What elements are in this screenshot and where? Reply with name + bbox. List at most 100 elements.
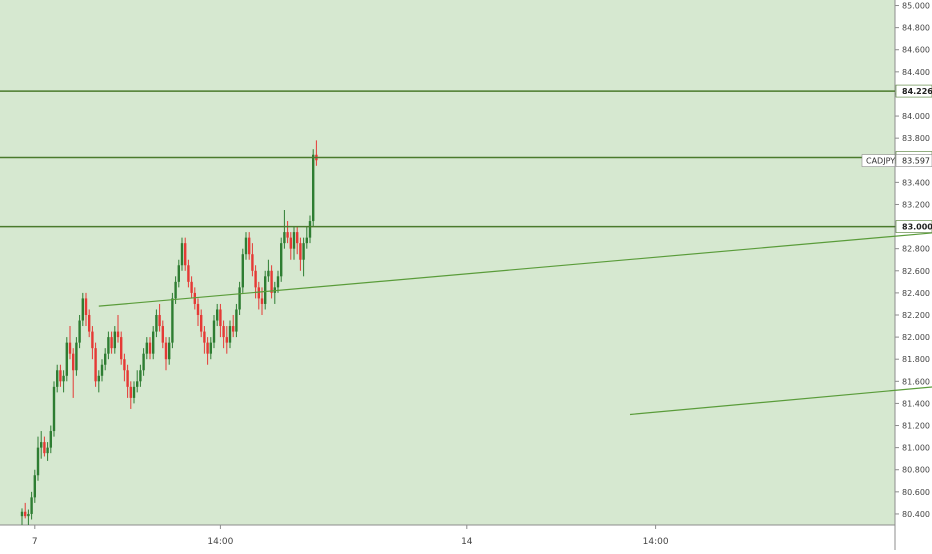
candle-body	[65, 342, 68, 376]
candle-body	[132, 386, 136, 398]
candle-body	[88, 315, 91, 332]
candle-body	[84, 298, 88, 315]
candle-body	[110, 337, 113, 349]
candle-body	[225, 337, 228, 343]
candle-body	[219, 309, 222, 327]
candle-body	[126, 370, 129, 387]
candle-body	[292, 232, 296, 249]
candle-body	[257, 287, 260, 299]
price-tick-label: 80.800	[902, 466, 930, 475]
price-tick-label: 85.000	[902, 2, 930, 11]
candle-body	[222, 326, 225, 338]
price-tick-label: 84.400	[902, 68, 930, 77]
price-tick-label: 84.000	[902, 112, 930, 121]
candle-body	[152, 331, 155, 354]
symbol-label-box	[861, 154, 896, 167]
price-tick-label: 82.600	[902, 267, 930, 276]
price-tick-label: 84.600	[902, 46, 930, 55]
candle-body	[40, 442, 43, 448]
candle-body	[248, 237, 251, 255]
price-tick-label: 82.400	[902, 289, 930, 298]
price-label: 83.597	[902, 157, 930, 166]
candle-body	[184, 243, 187, 266]
candle-body	[280, 243, 283, 277]
price-tick-label: 81.600	[902, 377, 930, 386]
price-tick-label: 81.200	[902, 422, 930, 431]
candle-body	[238, 287, 241, 310]
candle-body	[139, 370, 142, 382]
candle-body	[129, 386, 132, 398]
candle-body	[254, 270, 257, 288]
price-tick-label: 83.800	[902, 134, 930, 143]
candle-body	[148, 342, 152, 354]
candle-body	[161, 326, 164, 343]
candle-body	[46, 447, 49, 454]
price-tick-label: 80.400	[902, 510, 930, 519]
candle-body	[216, 309, 219, 321]
candle-body	[212, 320, 216, 343]
candle-body	[289, 237, 292, 249]
candle-body	[200, 315, 203, 332]
candle-body	[75, 342, 78, 371]
candle-body	[276, 276, 280, 288]
candle-body	[308, 221, 312, 238]
candle-body	[302, 243, 305, 260]
trendlines-layer	[98, 232, 932, 416]
candle-body	[312, 154, 315, 222]
candle-body	[43, 442, 46, 454]
candle-body	[113, 331, 116, 349]
price-label-box	[895, 154, 932, 167]
price-tick-label: 81.400	[902, 399, 930, 408]
candle-body	[36, 447, 40, 476]
candle-body	[196, 303, 200, 315]
candles-layer	[20, 140, 318, 525]
upper-channel	[98, 232, 932, 307]
candle-body	[174, 281, 177, 299]
price-label: 83.000	[902, 223, 932, 232]
candle-body	[305, 237, 308, 244]
candle-body	[145, 342, 148, 354]
candle-body	[30, 497, 33, 514]
candle-body	[193, 292, 196, 304]
plot-background	[0, 0, 895, 525]
candle-body	[235, 309, 238, 332]
price-tick-label: 82.200	[902, 311, 930, 320]
price-tick-label: 84.800	[902, 24, 930, 33]
candle-body	[180, 243, 184, 266]
candle-body	[251, 254, 254, 271]
time-axis-background[interactable]	[0, 525, 932, 550]
candle-body	[97, 375, 100, 382]
candle-body	[283, 232, 286, 244]
candle-body	[270, 270, 273, 293]
candle-body	[267, 270, 270, 277]
candle-body	[104, 353, 107, 365]
candle-body	[206, 342, 209, 354]
candle-body	[203, 331, 206, 343]
candle-body	[72, 353, 75, 371]
price-tick-label: 82.000	[902, 333, 930, 342]
time-tick-label: 14:00	[207, 537, 233, 547]
price-tick-label: 82.800	[902, 245, 930, 254]
candle-body	[244, 237, 248, 255]
candle-body	[190, 281, 193, 293]
candle-body	[116, 331, 120, 338]
candle-body	[59, 370, 62, 382]
price-tick-label: 81.800	[902, 355, 930, 364]
price-tick-label: 83.200	[902, 200, 930, 209]
candle-body	[177, 265, 180, 282]
price-tick-label: 81.000	[902, 444, 930, 453]
candle-body	[56, 370, 59, 387]
candle-body	[33, 475, 36, 498]
candle-body	[158, 315, 161, 327]
candle-body	[20, 511, 24, 517]
candle-body	[228, 326, 232, 343]
candle-body	[27, 513, 30, 517]
time-tick-label: 7	[32, 537, 38, 547]
candle-body	[299, 243, 302, 260]
candle-body	[120, 337, 123, 360]
time-tick-label: 14	[461, 537, 473, 547]
price-label-box	[895, 84, 932, 98]
candle-body	[100, 364, 104, 376]
